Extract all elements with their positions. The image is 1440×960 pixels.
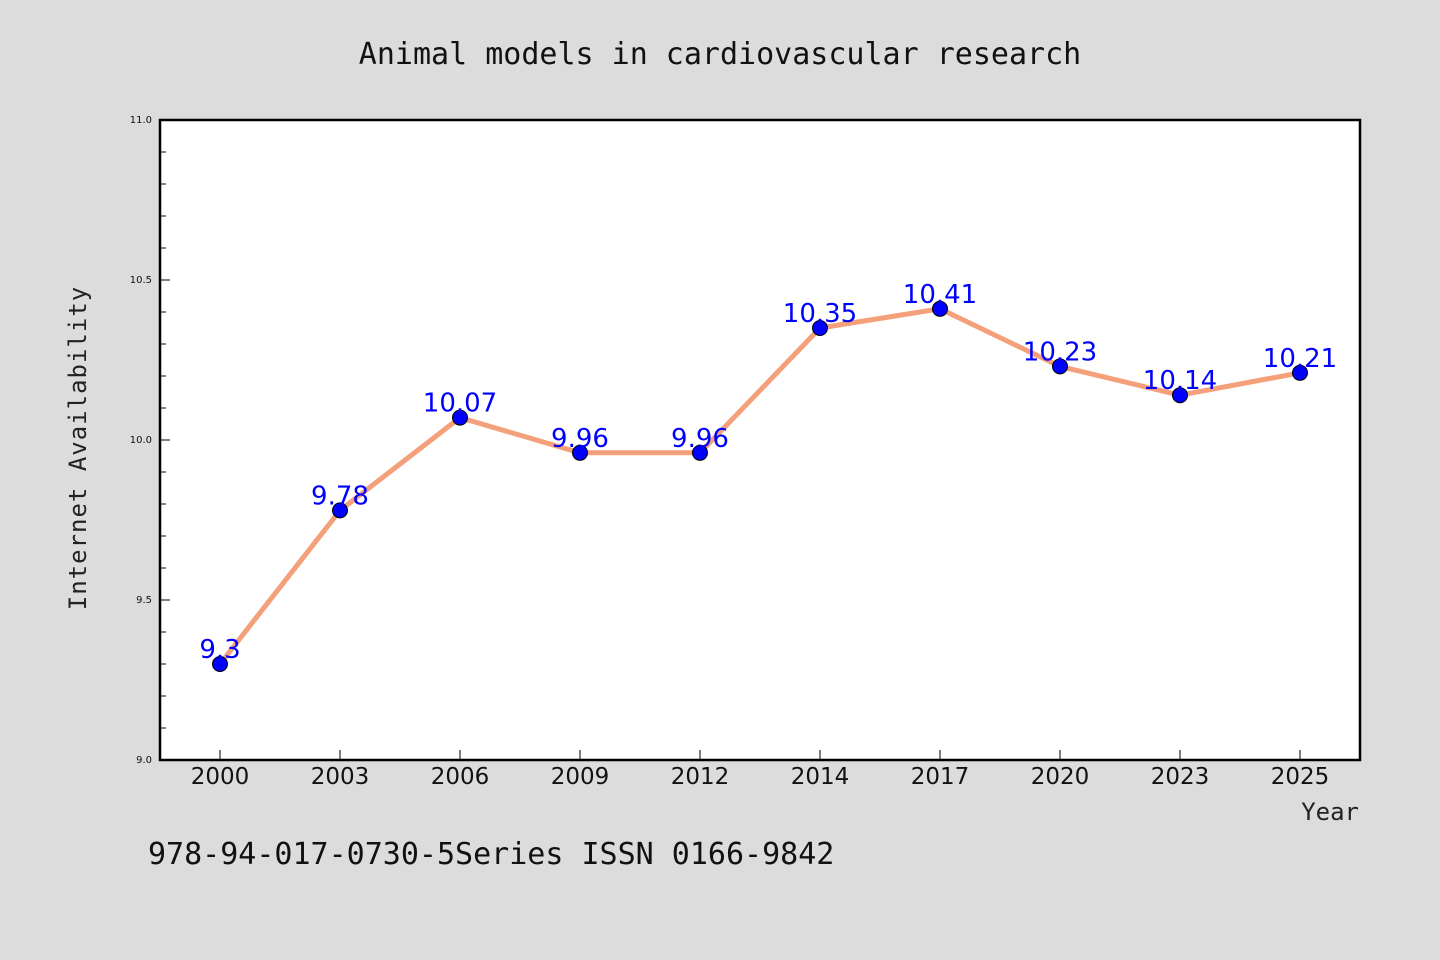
x-tick-label: 2000 [191,764,250,790]
data-label: 10.35 [783,299,857,329]
data-label: 9.96 [671,424,729,454]
data-point [692,444,708,461]
y-tick-label: 10.0 [130,435,152,446]
x-axis-ticks: 2000 2003 2006 2009 2012 2014 2017 2020 2023 2025 [191,750,1330,790]
data-point [1052,358,1068,375]
chart-title: Animal models in cardiovascular research [359,37,1081,72]
y-axis-ticks: 9.0 9.5 10.0 10.5 11.0 [130,115,170,766]
series-line [217,306,1303,667]
x-tick-label: 2006 [431,764,490,790]
x-tick-label: 2012 [671,764,730,790]
x-tick-label: 2020 [1031,764,1090,790]
x-tick-label: 2009 [551,764,610,790]
data-label: 10.14 [1143,366,1217,396]
x-tick-label: 2023 [1151,764,1210,790]
y-tick-label: 10.5 [130,275,152,286]
x-axis-label: Year [1301,798,1359,826]
y-tick-label: 11.0 [130,115,152,126]
y-axis-label: Internet Availability [64,286,92,610]
data-label: 10.07 [423,389,497,419]
y-tick-label: 9.5 [136,595,152,606]
plot-area [158,118,1362,762]
x-tick-label: 2025 [1271,764,1330,790]
data-point [812,320,828,336]
series-layer: 9.3 9.78 10.07 9.96 9.96 10.35 10.41 10.23 10.14… [199,280,1337,672]
data-label: 9.96 [551,424,609,454]
data-label: 10.23 [1023,337,1097,367]
data-point [1172,387,1188,404]
data-label: 10.41 [903,280,977,310]
data-point [332,502,348,519]
footer-text: 978-94-017-0730-5Series ISSN 0166-9842 [148,837,834,872]
data-point [932,300,948,317]
x-tick-label: 2014 [791,764,850,790]
data-point [212,656,228,672]
data-point [452,409,468,426]
x-tick-label: 2017 [911,764,970,790]
data-label: 10.21 [1263,344,1337,374]
data-point [572,444,588,461]
y-tick-label: 9.0 [136,755,152,766]
data-label: 9.78 [311,481,369,511]
data-label: 9.3 [199,635,240,665]
x-tick-label: 2003 [311,764,370,790]
data-point [1292,364,1308,381]
